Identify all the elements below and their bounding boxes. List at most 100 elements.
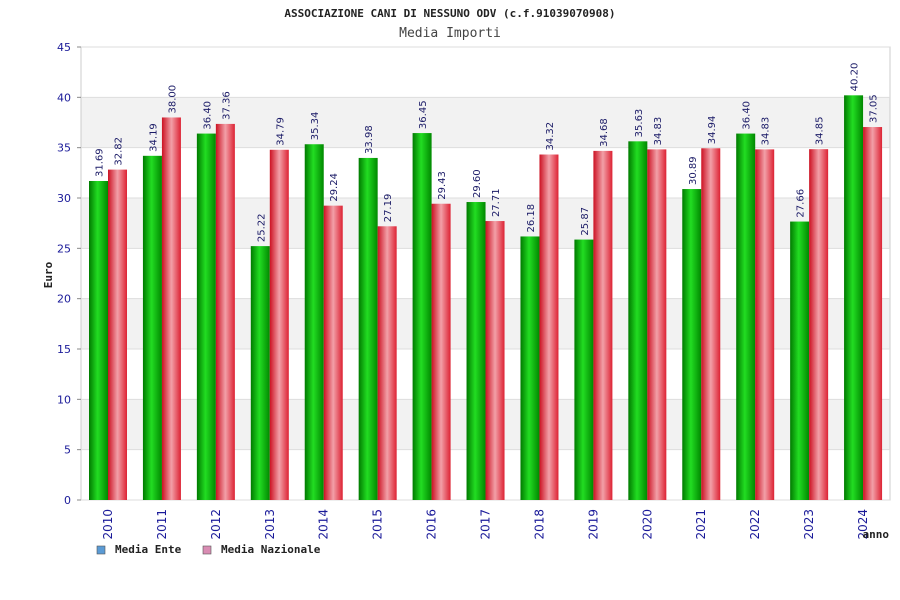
bar-media-ente-2023 xyxy=(790,221,810,500)
bar-media-nazionale-2019 xyxy=(593,150,613,500)
bars xyxy=(89,95,883,501)
data-label-media-ente-2020: 35.63 xyxy=(634,109,645,138)
x-tick-label: 2012 xyxy=(209,509,223,540)
bar-media-ente-2019 xyxy=(574,239,594,501)
data-label-media-nazionale-2014: 29.24 xyxy=(329,173,340,202)
data-label-media-ente-2010: 31.69 xyxy=(95,148,106,177)
data-label-media-nazionale-2015: 27.19 xyxy=(383,194,394,223)
x-tick-label: 2018 xyxy=(532,509,546,540)
bar-media-nazionale-2017 xyxy=(485,221,505,500)
data-label-media-nazionale-2022: 34.83 xyxy=(761,117,772,146)
bar-media-nazionale-2021 xyxy=(701,148,721,500)
x-tick-label: 2021 xyxy=(694,509,708,540)
x-axis-label: anno xyxy=(863,528,890,541)
x-tick-label: 2014 xyxy=(317,509,331,540)
x-tick-label: 2024 xyxy=(856,509,870,540)
data-label-media-ente-2013: 25.22 xyxy=(256,213,267,242)
y-tick-label: 40 xyxy=(57,91,71,104)
bar-media-ente-2022 xyxy=(736,133,756,500)
x-tick-label: 2011 xyxy=(155,509,169,540)
bar-media-ente-2015 xyxy=(358,157,378,500)
legend-label-media-nazionale: Media Nazionale xyxy=(221,543,321,556)
bar-media-nazionale-2022 xyxy=(755,149,775,501)
data-label-media-ente-2014: 35.34 xyxy=(310,112,321,141)
x-tick-label: 2022 xyxy=(748,509,762,540)
bar-media-ente-2021 xyxy=(682,189,702,501)
data-label-media-nazionale-2018: 34.32 xyxy=(545,122,556,151)
bar-media-nazionale-2016 xyxy=(431,203,451,500)
plot-band xyxy=(81,47,890,98)
data-label-media-nazionale-2021: 34.94 xyxy=(707,116,718,145)
data-label-media-nazionale-2017: 27.71 xyxy=(491,188,502,217)
data-label-media-ente-2022: 36.40 xyxy=(742,101,753,130)
data-label-media-ente-2011: 34.19 xyxy=(148,123,159,152)
y-axis-ticks: 0 5 10 15 20 25 30 35 40 45 xyxy=(57,41,81,507)
data-label-media-ente-2024: 40.20 xyxy=(850,63,861,92)
data-label-media-nazionale-2024: 37.05 xyxy=(869,94,880,123)
x-tick-label: 2017 xyxy=(479,509,493,540)
data-label-media-nazionale-2023: 34.85 xyxy=(815,117,826,146)
bar-media-nazionale-2024 xyxy=(863,127,883,500)
chart-title: ASSOCIAZIONE CANI DI NESSUNO ODV (c.f.91… xyxy=(284,7,615,20)
x-tick-label: 2020 xyxy=(640,509,654,540)
bar-media-ente-2012 xyxy=(196,133,216,500)
y-tick-label: 0 xyxy=(64,494,71,507)
bar-media-ente-2016 xyxy=(412,133,432,500)
data-label-media-nazionale-2013: 34.79 xyxy=(275,117,286,146)
data-label-media-ente-2015: 33.98 xyxy=(364,125,375,154)
bar-media-ente-2011 xyxy=(142,155,162,500)
data-label-media-ente-2012: 36.40 xyxy=(202,101,213,130)
y-tick-label: 15 xyxy=(57,343,71,356)
y-tick-label: 10 xyxy=(57,393,71,406)
y-tick-label: 35 xyxy=(57,142,71,155)
data-label-media-nazionale-2011: 38.00 xyxy=(167,85,178,114)
bar-media-nazionale-2023 xyxy=(809,149,829,500)
data-label-media-ente-2019: 25.87 xyxy=(580,207,591,236)
data-labels: 31.69 32.82 34.19 38.00 36.40 37.36 25.22 34.79… xyxy=(95,63,880,242)
bar-media-ente-2017 xyxy=(466,202,486,500)
bar-media-nazionale-2011 xyxy=(161,117,181,500)
bar-media-ente-2018 xyxy=(520,236,540,501)
y-tick-label: 5 xyxy=(64,444,71,457)
bar-media-ente-2020 xyxy=(628,141,648,501)
x-tick-label: 2023 xyxy=(802,509,816,540)
data-label-media-nazionale-2020: 34.83 xyxy=(653,117,664,146)
y-axis-label: Euro xyxy=(42,261,55,288)
y-tick-label: 30 xyxy=(57,192,71,205)
data-label-media-ente-2023: 27.66 xyxy=(796,189,807,218)
bar-media-nazionale-2015 xyxy=(377,226,397,500)
bar-media-ente-2010 xyxy=(89,180,108,500)
legend: Media Ente Media Nazionale xyxy=(96,543,321,556)
legend-label-media-ente: Media Ente xyxy=(115,543,182,556)
bar-media-nazionale-2013 xyxy=(269,149,289,500)
data-label-media-nazionale-2016: 29.43 xyxy=(437,171,448,200)
bar-media-nazionale-2020 xyxy=(647,149,667,501)
bar-media-nazionale-2010 xyxy=(108,169,127,500)
data-label-media-nazionale-2010: 32.82 xyxy=(114,137,125,166)
y-tick-label: 20 xyxy=(57,293,71,306)
x-tick-label: 2010 xyxy=(101,509,115,540)
legend-swatch-media-nazionale xyxy=(202,545,212,555)
x-tick-label: 2019 xyxy=(586,509,600,540)
legend-swatch-media-ente xyxy=(96,545,106,555)
data-label-media-nazionale-2019: 34.68 xyxy=(599,118,610,147)
bar-media-nazionale-2012 xyxy=(215,123,235,500)
data-label-media-ente-2021: 30.89 xyxy=(688,156,699,185)
chart-subtitle: Media Importi xyxy=(399,26,501,41)
bar-media-nazionale-2018 xyxy=(539,154,559,500)
y-tick-label: 25 xyxy=(57,242,71,255)
x-tick-label: 2016 xyxy=(425,509,439,540)
bar-media-ente-2013 xyxy=(250,246,270,500)
data-label-media-ente-2016: 36.45 xyxy=(418,100,429,129)
x-tick-label: 2013 xyxy=(263,509,277,540)
bar-media-ente-2014 xyxy=(304,144,324,500)
y-tick-label: 45 xyxy=(57,41,71,54)
bar-media-ente-2024 xyxy=(844,95,864,500)
data-label-media-ente-2018: 26.18 xyxy=(526,204,537,233)
data-label-media-ente-2017: 29.60 xyxy=(472,169,483,198)
bar-media-nazionale-2014 xyxy=(323,205,343,500)
x-tick-label: 2015 xyxy=(371,509,385,540)
x-axis-ticks: 2010 2011 2012 2013 2014 2015 2016 2017 2018 2019… xyxy=(101,509,870,540)
